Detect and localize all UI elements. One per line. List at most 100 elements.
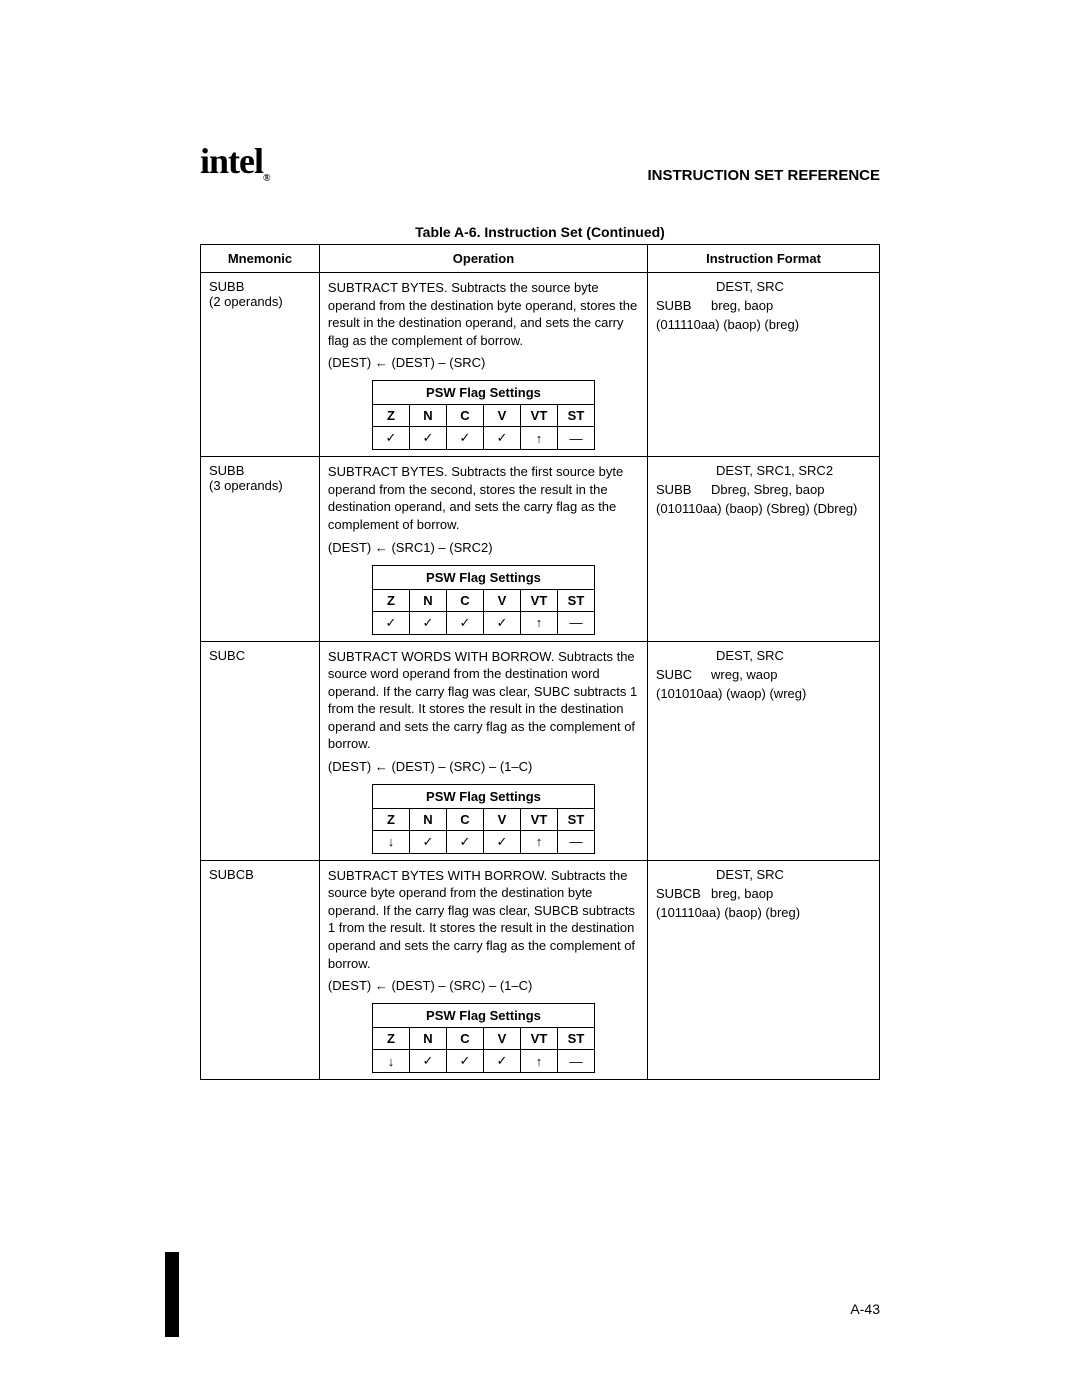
psw-col-n: N [409, 589, 446, 611]
table-header-row: Mnemonic Operation Instruction Format [201, 245, 880, 273]
section-title: INSTRUCTION SET REFERENCE [647, 167, 880, 184]
psw-val-c: ✓ [446, 1050, 483, 1073]
logo-registered: ® [263, 173, 269, 184]
psw-col-vt: VT [520, 589, 557, 611]
format-dest: DEST, SRC [716, 648, 871, 663]
psw-caption: PSW Flag Settings [372, 380, 595, 404]
psw-col-z: Z [372, 1028, 409, 1050]
format-encoding: (101010aa) (waop) (wreg) [656, 686, 871, 701]
psw-caption: PSW Flag Settings [372, 784, 595, 808]
psw-val-c: ✓ [446, 427, 483, 450]
psw-val-vt: ↑ [520, 830, 557, 853]
psw-col-v: V [483, 808, 520, 830]
mnemonic: SUBB [209, 279, 311, 294]
psw-val-z: ↓ [372, 830, 409, 853]
mnemonic: SUBCB [209, 867, 311, 882]
psw-val-v: ✓ [483, 1050, 520, 1073]
psw-col-vt: VT [520, 1028, 557, 1050]
psw-val-n: ✓ [409, 611, 446, 634]
format-mnemonic: SUBB [656, 482, 711, 497]
psw-col-st: ST [557, 808, 594, 830]
psw-col-st: ST [557, 405, 594, 427]
psw-col-v: V [483, 405, 520, 427]
psw-col-c: C [446, 1028, 483, 1050]
header: intel® INSTRUCTION SET REFERENCE [200, 140, 880, 184]
table-row: SUBB (2 operands) SUBTRACT BYTES. Subtra… [201, 273, 880, 457]
psw-val-st: — [557, 1050, 594, 1073]
format-dest: DEST, SRC [716, 867, 871, 882]
table-row: SUBB (3 operands) SUBTRACT BYTES. Subtra… [201, 457, 880, 641]
format-encoding: (010110aa) (baop) (Sbreg) (Dbreg) [656, 501, 871, 516]
dest-expression: (DEST) ← (DEST) – (SRC) – (1–C) [328, 759, 639, 774]
psw-table: PSW Flag Settings Z N C V VT ST ↓ ✓ [372, 784, 595, 854]
psw-col-c: C [446, 589, 483, 611]
psw-val-n: ✓ [409, 1050, 446, 1073]
format-args: breg, baop [711, 298, 773, 313]
psw-val-v: ✓ [483, 611, 520, 634]
psw-caption: PSW Flag Settings [372, 1003, 595, 1027]
psw-val-n: ✓ [409, 830, 446, 853]
psw-val-v: ✓ [483, 427, 520, 450]
logo-text: intel [200, 141, 263, 181]
dest-expression: (DEST) ← (DEST) – (SRC) [328, 355, 639, 370]
page: intel® INSTRUCTION SET REFERENCE Table A… [0, 0, 1080, 1397]
psw-col-vt: VT [520, 405, 557, 427]
psw-col-n: N [409, 405, 446, 427]
logo: intel® [200, 140, 269, 184]
margin-bar [165, 1252, 179, 1337]
psw-col-st: ST [557, 1028, 594, 1050]
mnemonic-sub: (3 operands) [209, 478, 311, 493]
psw-col-z: Z [372, 405, 409, 427]
mnemonic: SUBC [209, 648, 311, 663]
psw-col-c: C [446, 405, 483, 427]
psw-val-c: ✓ [446, 830, 483, 853]
psw-table: PSW Flag Settings Z N C V VT ST ✓ ✓ [372, 380, 595, 450]
psw-val-c: ✓ [446, 611, 483, 634]
col-mnemonic: Mnemonic [201, 245, 320, 273]
psw-val-z: ✓ [372, 611, 409, 634]
psw-val-st: — [557, 427, 594, 450]
operation-description: SUBTRACT WORDS WITH BORROW. Subtracts th… [328, 648, 639, 753]
mnemonic: SUBB [209, 463, 311, 478]
psw-col-z: Z [372, 589, 409, 611]
format-mnemonic: SUBB [656, 298, 711, 313]
table-row: SUBC SUBTRACT WORDS WITH BORROW. Subtrac… [201, 641, 880, 860]
psw-val-z: ↓ [372, 1050, 409, 1073]
format-mnemonic: SUBC [656, 667, 711, 682]
col-operation: Operation [319, 245, 647, 273]
operation-description: SUBTRACT BYTES. Subtracts the source byt… [328, 279, 639, 349]
psw-col-st: ST [557, 589, 594, 611]
table-row: SUBCB SUBTRACT BYTES WITH BORROW. Subtra… [201, 860, 880, 1079]
format-encoding: (011110aa) (baop) (breg) [656, 317, 871, 332]
psw-col-v: V [483, 1028, 520, 1050]
psw-col-v: V [483, 589, 520, 611]
psw-val-vt: ↑ [520, 1050, 557, 1073]
psw-val-vt: ↑ [520, 427, 557, 450]
dest-expression: (DEST) ← (DEST) – (SRC) – (1–C) [328, 978, 639, 993]
dest-expression: (DEST) ← (SRC1) – (SRC2) [328, 540, 639, 555]
psw-val-st: — [557, 611, 594, 634]
psw-table: PSW Flag Settings Z N C V VT ST ✓ ✓ [372, 565, 595, 635]
format-args: wreg, waop [711, 667, 777, 682]
psw-val-v: ✓ [483, 830, 520, 853]
operation-description: SUBTRACT BYTES WITH BORROW. Subtracts th… [328, 867, 639, 972]
psw-val-vt: ↑ [520, 611, 557, 634]
psw-caption: PSW Flag Settings [372, 565, 595, 589]
format-args: Dbreg, Sbreg, baop [711, 482, 824, 497]
psw-col-n: N [409, 808, 446, 830]
format-args: breg, baop [711, 886, 773, 901]
format-mnemonic: SUBCB [656, 886, 711, 901]
psw-val-z: ✓ [372, 427, 409, 450]
psw-col-c: C [446, 808, 483, 830]
psw-col-z: Z [372, 808, 409, 830]
psw-col-vt: VT [520, 808, 557, 830]
format-encoding: (101110aa) (baop) (breg) [656, 905, 871, 920]
page-number: A-43 [850, 1301, 880, 1317]
psw-val-st: — [557, 830, 594, 853]
table-caption: Table A-6. Instruction Set (Continued) [200, 224, 880, 240]
format-dest: DEST, SRC1, SRC2 [716, 463, 871, 478]
psw-col-n: N [409, 1028, 446, 1050]
psw-val-n: ✓ [409, 427, 446, 450]
mnemonic-sub: (2 operands) [209, 294, 311, 309]
operation-description: SUBTRACT BYTES. Subtracts the first sour… [328, 463, 639, 533]
